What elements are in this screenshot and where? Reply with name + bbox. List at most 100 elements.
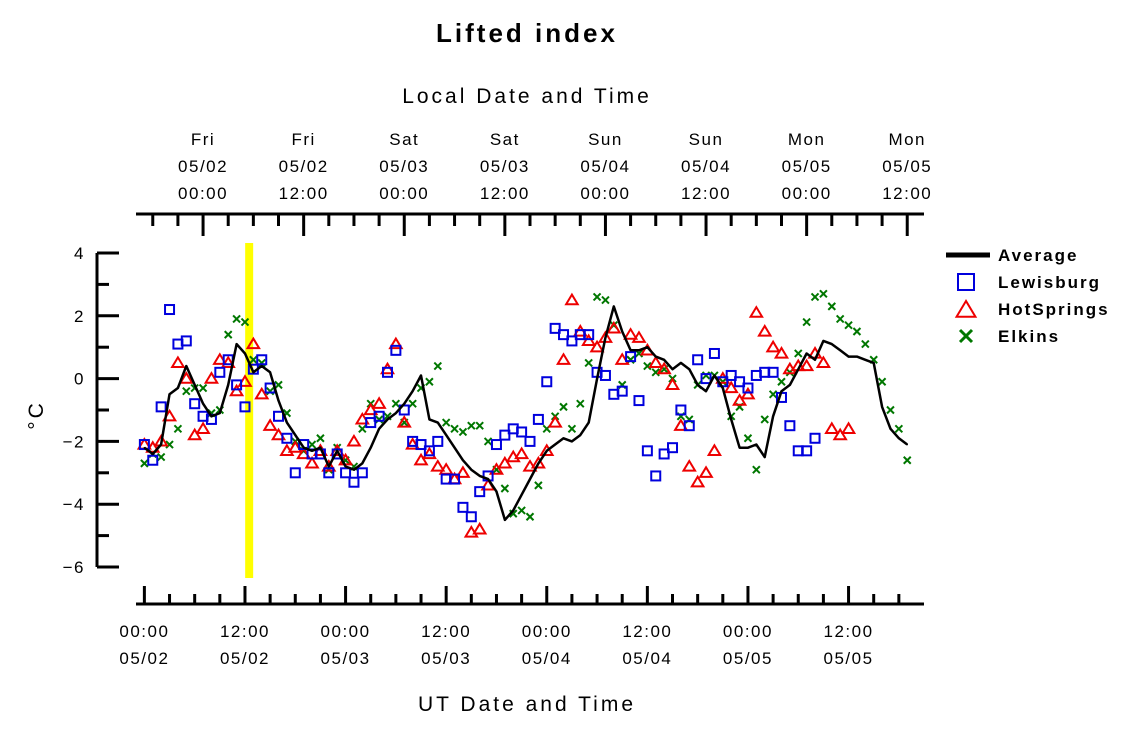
data-point-average xyxy=(487,478,489,480)
data-point-lewisburg xyxy=(583,329,595,341)
data-point-average xyxy=(219,412,221,414)
data-point-lewisburg xyxy=(658,448,670,460)
top-tick-day-label: Sun xyxy=(689,130,724,149)
top-tick-date-label: 05/04 xyxy=(681,157,731,176)
data-point-average xyxy=(177,387,179,389)
y-axis-title: °C xyxy=(25,400,48,430)
bottom-tick-date-label: 05/02 xyxy=(119,649,169,668)
data-point-hotsprings xyxy=(732,393,748,406)
data-point-average xyxy=(420,374,422,377)
y-tick-label: 4 xyxy=(74,244,85,263)
data-point-average xyxy=(613,305,615,308)
data-point-elkins xyxy=(844,321,853,330)
data-point-average xyxy=(747,446,749,449)
data-point-elkins xyxy=(316,434,325,443)
top-tick-day-label: Fri xyxy=(191,130,215,149)
data-point-lewisburg xyxy=(365,417,377,429)
data-point-elkins xyxy=(601,295,610,305)
data-point-elkins xyxy=(903,456,912,465)
data-point-elkins xyxy=(274,380,283,390)
data-point-average xyxy=(571,440,573,443)
data-point-hotsprings xyxy=(681,459,697,472)
data-point-hotsprings xyxy=(304,455,320,469)
data-point-hotsprings xyxy=(773,346,790,359)
data-point-average xyxy=(814,358,816,361)
data-point-lewisburg xyxy=(633,395,645,407)
data-point-lewisburg xyxy=(625,351,637,363)
data-point-average xyxy=(638,349,640,352)
data-point-hotsprings xyxy=(455,465,471,478)
data-point-hotsprings xyxy=(748,305,764,318)
data-point-lewisburg xyxy=(566,335,578,347)
data-point-hotsprings xyxy=(698,465,714,478)
data-point-elkins xyxy=(475,421,484,430)
data-point-average xyxy=(680,362,682,364)
data-point-average xyxy=(244,352,246,355)
data-point-average xyxy=(889,428,892,430)
data-point-average xyxy=(621,330,624,333)
legend-label-elkins: Elkins xyxy=(998,327,1060,346)
data-point-lewisburg xyxy=(273,410,285,422)
data-point-average xyxy=(403,402,406,405)
data-point-lewisburg xyxy=(147,454,159,466)
data-point-average xyxy=(286,421,288,424)
bottom-tick-date-label: 05/05 xyxy=(824,649,874,668)
bottom-tick-time-label: 12:00 xyxy=(622,622,672,641)
data-point-lewisburg xyxy=(541,376,553,388)
data-point-hotsprings xyxy=(564,292,580,306)
data-point-elkins xyxy=(358,424,367,434)
data-point-hotsprings xyxy=(656,361,672,375)
data-point-average xyxy=(227,384,230,386)
data-point-hotsprings xyxy=(530,455,546,469)
data-point-lewisburg xyxy=(373,410,385,422)
data-point-lewisburg xyxy=(331,448,343,460)
data-point-lewisburg xyxy=(465,511,477,523)
data-point-hotsprings xyxy=(220,355,236,369)
top-tick-day-label: Mon xyxy=(788,130,826,149)
data-point-elkins xyxy=(265,386,275,396)
data-point-average xyxy=(185,365,188,367)
top-tick-time-label: 00:00 xyxy=(580,184,630,203)
data-point-average xyxy=(898,437,900,440)
data-point-elkins xyxy=(777,377,786,386)
top-tick-date-label: 05/02 xyxy=(178,157,228,176)
data-point-hotsprings xyxy=(664,377,681,391)
data-point-elkins xyxy=(819,289,828,299)
data-point-elkins xyxy=(794,349,803,358)
top-tick-date-label: 05/05 xyxy=(882,157,932,176)
data-point-elkins xyxy=(877,377,887,386)
bottom-tick-date-label: 05/02 xyxy=(220,649,270,668)
data-point-average xyxy=(453,446,456,449)
data-point-lewisburg xyxy=(432,435,444,447)
data-point-average xyxy=(822,340,825,342)
data-point-hotsprings xyxy=(371,396,387,409)
data-point-lewisburg xyxy=(667,442,679,454)
data-point-lewisburg xyxy=(650,470,662,482)
data-point-average xyxy=(797,368,800,370)
y-tick-label: 0 xyxy=(74,370,85,389)
data-point-elkins xyxy=(307,440,317,449)
legend: Average Lewisburg HotSprings Elkins xyxy=(946,246,1108,346)
legend-label-average: Average xyxy=(998,246,1078,265)
data-point-elkins xyxy=(165,440,174,449)
data-point-average xyxy=(847,355,850,358)
data-point-average xyxy=(235,343,238,345)
data-point-average xyxy=(151,453,154,455)
top-tick-day-label: Sat xyxy=(389,130,419,149)
data-point-elkins xyxy=(827,302,836,311)
data-point-hotsprings xyxy=(606,320,622,334)
data-point-lewisburg xyxy=(683,420,695,432)
legend-swatch-lewisburg xyxy=(957,273,975,291)
data-point-average xyxy=(805,352,808,355)
data-point-average xyxy=(763,456,766,458)
data-point-average xyxy=(328,465,330,468)
data-point-elkins xyxy=(567,424,577,434)
data-point-elkins xyxy=(802,317,811,327)
data-point-average xyxy=(436,421,439,424)
data-point-hotsprings xyxy=(690,474,706,488)
data-point-elkins xyxy=(182,386,191,396)
data-point-lewisburg xyxy=(189,398,201,410)
data-point-hotsprings xyxy=(497,455,513,469)
data-point-average xyxy=(210,415,213,418)
data-point-lewisburg xyxy=(415,439,427,451)
